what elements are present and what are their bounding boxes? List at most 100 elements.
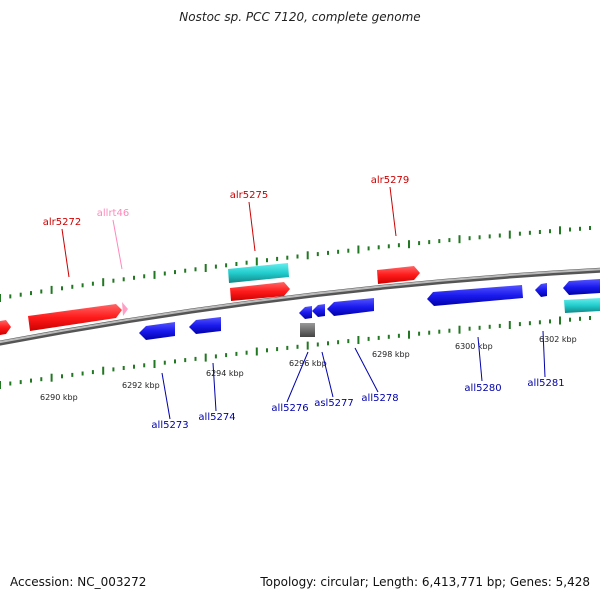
map-title: Nostoc sp. PCC 7120, complete genome <box>179 10 421 24</box>
lower-tick-track <box>0 316 591 389</box>
lower-tick <box>61 374 63 379</box>
upper-tick <box>286 255 289 260</box>
lower-tick <box>174 359 176 364</box>
lower-tick <box>488 324 491 329</box>
lower-tick <box>276 347 279 352</box>
leader-alr5279 <box>389 186 397 237</box>
label-all5278[interactable]: all5278 <box>361 393 398 404</box>
lower-tick <box>50 373 53 382</box>
lower-tick <box>306 341 309 350</box>
leader-alr5275 <box>248 201 256 252</box>
gene-all5276-b[interactable] <box>312 304 325 317</box>
gene-allrt46[interactable] <box>122 302 128 316</box>
upper-tick <box>225 263 228 268</box>
gene-alr5279[interactable] <box>377 266 420 284</box>
upper-tick <box>538 230 541 234</box>
upper-tick <box>112 278 115 283</box>
gene-all5278[interactable] <box>327 298 374 316</box>
kbp-label-6296: 6296 kbp <box>289 359 327 368</box>
upper-tick <box>357 245 360 254</box>
upper-tick <box>71 284 74 289</box>
gene-gray-block[interactable] <box>300 323 315 337</box>
upper-tick <box>19 292 22 297</box>
gene-left-edge[interactable] <box>0 320 11 335</box>
leader-all5276 <box>286 351 309 403</box>
gene-alr5272[interactable] <box>28 304 122 331</box>
upper-tick <box>143 274 146 279</box>
kbp-label-6300: 6300 kbp <box>455 342 493 351</box>
upper-tick <box>569 227 571 232</box>
upper-tick <box>377 245 380 250</box>
gene-rna-right[interactable] <box>564 298 600 313</box>
lower-tick <box>225 353 228 358</box>
label-allrt46[interactable]: allrt46 <box>97 208 129 219</box>
lower-tick <box>528 321 531 326</box>
upper-tick <box>81 283 84 288</box>
upper-tick <box>448 238 451 243</box>
upper-tick <box>488 234 491 239</box>
gene-alr5275-red[interactable] <box>230 282 290 301</box>
lower-tick <box>589 316 591 320</box>
upper-tick <box>174 270 176 275</box>
leader-all5280 <box>477 336 483 382</box>
leader-all5274 <box>212 362 217 412</box>
lower-tick <box>458 325 461 334</box>
label-asl5277[interactable]: asl5277 <box>314 398 354 409</box>
lower-tick <box>204 353 207 362</box>
upper-tick <box>102 278 105 287</box>
kbp-label-6290: 6290 kbp <box>40 393 78 402</box>
kbp-label-6292: 6292 kbp <box>122 381 160 390</box>
label-all5276[interactable]: all5276 <box>271 403 308 414</box>
gene-alr5275-rna[interactable] <box>228 263 289 283</box>
leader-all5281 <box>542 330 546 378</box>
upper-tick <box>30 291 32 296</box>
gene-all5281[interactable] <box>563 279 600 295</box>
lower-tick <box>40 377 43 382</box>
label-alr5272[interactable]: alr5272 <box>43 217 81 228</box>
lower-tick <box>347 339 350 344</box>
upper-tick <box>518 231 521 236</box>
upper-tick <box>0 294 1 302</box>
gene-labels: alr5272 allrt46 alr5275 alr5279 all5273 … <box>43 175 565 431</box>
upper-tick <box>347 248 350 253</box>
genome-backbone <box>0 267 600 346</box>
lower-tick <box>387 334 390 339</box>
kbp-labels: 6290 kbp 6292 kbp 6294 kbp 6296 kbp 6298… <box>40 335 577 402</box>
upper-tick <box>579 226 581 231</box>
upper-tick <box>458 235 461 244</box>
label-alr5279[interactable]: alr5279 <box>371 175 409 186</box>
lower-tick <box>377 335 380 340</box>
lower-tick <box>569 317 571 322</box>
label-all5274[interactable]: all5274 <box>198 412 235 423</box>
upper-tick <box>50 285 53 294</box>
label-all5273[interactable]: all5273 <box>151 420 188 431</box>
upper-tick <box>387 244 390 249</box>
gene-all5273[interactable] <box>139 322 175 340</box>
upper-tick <box>194 267 197 272</box>
leader-lines <box>61 186 546 420</box>
upper-tick <box>276 256 279 261</box>
lower-tick <box>194 356 197 361</box>
upper-tick <box>418 241 421 246</box>
upper-tick <box>296 254 299 259</box>
lower-tick <box>448 328 451 333</box>
upper-tick <box>204 264 207 272</box>
label-all5281[interactable]: all5281 <box>527 378 564 389</box>
lower-tick <box>122 366 125 370</box>
upper-tick <box>528 230 531 235</box>
lower-tick <box>214 354 217 359</box>
gene-all5280[interactable] <box>427 285 523 306</box>
kbp-label-6298: 6298 kbp <box>372 350 410 359</box>
gene-all5280-b[interactable] <box>535 283 547 297</box>
label-alr5275[interactable]: alr5275 <box>230 190 268 201</box>
lower-tick <box>266 348 268 353</box>
label-all5280[interactable]: all5280 <box>464 383 501 394</box>
lower-tick <box>163 360 166 365</box>
lower-tick <box>579 316 581 321</box>
forward-strand-genes <box>0 266 420 335</box>
gene-all5276-a[interactable] <box>299 306 312 319</box>
leader-alr5272 <box>61 228 70 278</box>
gene-all5274[interactable] <box>189 317 221 334</box>
lower-tick <box>286 345 289 350</box>
